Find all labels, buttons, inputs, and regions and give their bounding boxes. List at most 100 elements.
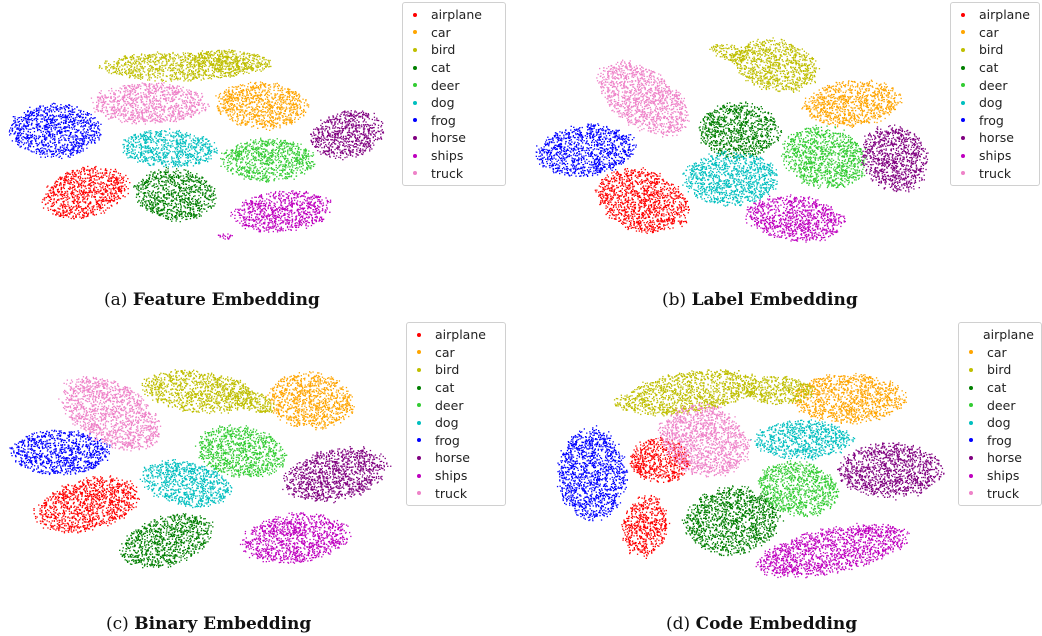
point-cat <box>180 175 182 177</box>
point-car <box>225 89 227 91</box>
point-bird <box>175 71 178 74</box>
point-bird <box>193 55 196 57</box>
point-bird <box>129 70 131 72</box>
point-cat <box>211 195 213 197</box>
point-deer <box>271 144 273 146</box>
point-deer <box>247 170 249 172</box>
point-airplane <box>92 205 95 207</box>
point-bird <box>225 66 227 68</box>
point-airplane <box>83 201 85 203</box>
point-bird <box>266 64 269 66</box>
point-cat <box>165 182 167 184</box>
point-deer <box>249 143 251 145</box>
point-bird <box>153 74 155 77</box>
point-cat <box>194 177 196 179</box>
point-deer <box>253 167 255 169</box>
point-cat <box>207 206 209 208</box>
point-deer <box>238 174 240 176</box>
point-deer <box>221 158 223 161</box>
point-car <box>229 118 231 120</box>
point-bird <box>152 60 155 62</box>
point-airplane <box>89 190 92 192</box>
point-bird <box>154 58 156 60</box>
point-deer <box>294 160 296 162</box>
point-airplane <box>78 206 80 208</box>
point-cat <box>209 185 211 188</box>
point-cat <box>171 200 173 202</box>
point-bird <box>175 62 177 65</box>
point-cat <box>193 210 195 213</box>
point-car <box>252 118 255 120</box>
point-bird <box>150 58 152 61</box>
point-bird <box>183 80 185 82</box>
point-car <box>266 101 269 103</box>
point-bird <box>212 58 215 60</box>
point-deer <box>235 155 238 157</box>
point-bird <box>227 59 229 61</box>
point-airplane <box>80 182 83 185</box>
point-bird <box>242 60 244 62</box>
point-bird <box>250 65 252 68</box>
point-deer <box>302 163 304 165</box>
point-car <box>289 102 291 104</box>
point-bird <box>180 61 182 63</box>
point-bird <box>108 70 110 72</box>
point-car <box>287 88 289 90</box>
point-airplane <box>83 167 85 169</box>
point-deer <box>279 143 281 145</box>
point-car <box>245 124 247 126</box>
point-airplane <box>103 212 106 214</box>
point-car <box>285 98 287 101</box>
point-bird <box>195 55 197 57</box>
point-cat <box>196 200 199 202</box>
point-airplane <box>88 195 90 197</box>
point-cat <box>166 193 168 196</box>
point-cat <box>185 176 187 178</box>
point-deer <box>284 158 286 160</box>
point-airplane <box>98 204 101 206</box>
point-airplane <box>81 210 83 212</box>
point-car <box>279 107 281 109</box>
point-bird <box>256 56 259 58</box>
point-bird <box>252 67 254 69</box>
point-deer <box>257 147 260 149</box>
point-car <box>292 103 294 105</box>
point-bird <box>117 60 120 62</box>
point-bird <box>206 51 208 53</box>
point-cat <box>138 196 141 198</box>
point-deer <box>264 175 266 177</box>
point-deer <box>302 168 304 170</box>
point-airplane <box>70 211 72 213</box>
point-airplane <box>68 183 70 185</box>
point-bird <box>177 77 179 80</box>
point-cat <box>198 207 200 210</box>
point-cat <box>176 209 178 211</box>
point-cat <box>157 185 159 187</box>
point-cat <box>156 210 158 212</box>
point-bird <box>237 71 239 73</box>
point-cat <box>172 177 174 179</box>
point-airplane <box>63 210 65 212</box>
point-airplane <box>90 179 92 182</box>
point-bird <box>233 53 235 56</box>
point-car <box>264 90 266 92</box>
point-deer <box>284 176 287 178</box>
point-bird <box>136 66 138 68</box>
point-deer <box>287 176 289 178</box>
point-bird <box>121 74 124 76</box>
point-bird <box>149 65 151 67</box>
point-airplane <box>100 181 102 183</box>
point-deer <box>230 169 232 171</box>
point-bird <box>231 49 233 52</box>
point-cat <box>190 187 192 190</box>
point-airplane <box>90 181 92 184</box>
point-cat <box>192 203 194 205</box>
point-bird <box>202 74 204 76</box>
point-car <box>235 92 237 94</box>
point-deer <box>271 154 273 156</box>
point-car <box>282 102 284 104</box>
point-cat <box>204 180 206 182</box>
point-cat <box>142 179 144 182</box>
point-car <box>250 113 252 115</box>
point-bird <box>237 72 239 74</box>
